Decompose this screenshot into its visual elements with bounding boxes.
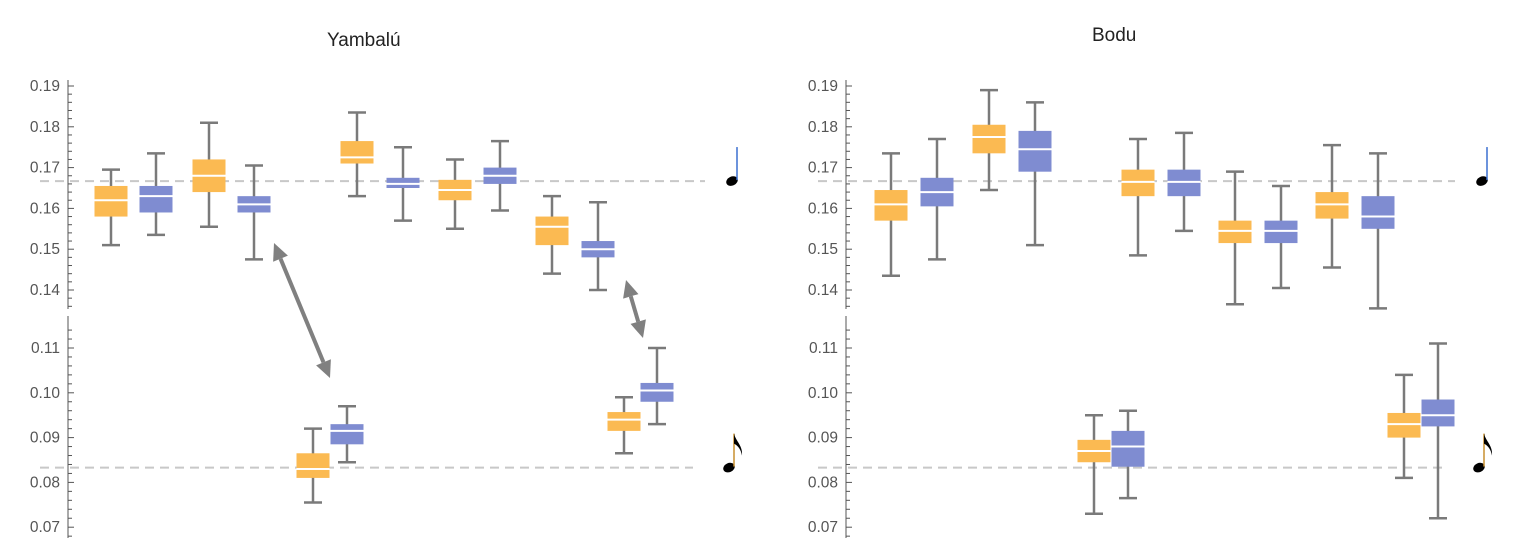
double-arrow-annotation [623, 280, 646, 338]
y-tick-label: 0.16 [808, 200, 838, 217]
y-tick-label: 0.15 [30, 241, 60, 258]
box-orange [1315, 143, 1349, 269]
box-orange [535, 194, 569, 275]
box-iqr [1421, 399, 1455, 427]
box-blue [139, 152, 173, 237]
y-tick-label: 0.17 [30, 160, 60, 177]
y-tick-label: 0.07 [30, 519, 60, 536]
box-iqr [640, 382, 674, 402]
box-orange [1077, 413, 1111, 516]
box-orange [1218, 170, 1252, 306]
arrow-head [630, 319, 646, 338]
y-tick-label: 0.08 [30, 474, 60, 491]
box-iqr [1018, 130, 1052, 172]
box-iqr [340, 141, 374, 164]
box-iqr [386, 177, 420, 188]
box-iqr [1167, 169, 1201, 197]
y-tick-label: 0.17 [808, 160, 838, 177]
box-blue [640, 346, 674, 426]
box-blue [330, 404, 364, 464]
y-tick-label: 0.14 [808, 282, 839, 299]
box-iqr [1315, 192, 1349, 219]
box-iqr [1218, 220, 1252, 244]
box-blue [1421, 342, 1455, 520]
box-blue [1111, 409, 1145, 500]
chart-title-right: Bodu [1092, 25, 1137, 46]
box-orange [438, 158, 472, 231]
box-iqr [607, 412, 641, 431]
eighth-note-icon [723, 433, 743, 473]
box-blue [483, 139, 517, 212]
box-iqr [330, 424, 364, 445]
y-tick-label: 0.09 [808, 430, 838, 447]
box-iqr [1111, 430, 1145, 467]
box-blue [386, 145, 420, 222]
box-orange [874, 152, 908, 277]
double-arrow-annotation [273, 243, 331, 378]
box-iqr [94, 185, 128, 217]
box-orange [296, 427, 330, 504]
y-tick-label: 0.07 [808, 519, 838, 536]
y-tick-label: 0.18 [808, 119, 838, 136]
box-iqr [1121, 169, 1155, 197]
quarter-note-icon [1476, 147, 1488, 186]
box-iqr [972, 124, 1006, 154]
y-tick-label: 0.18 [30, 119, 60, 136]
box-orange [340, 111, 374, 198]
box-iqr [1387, 412, 1421, 438]
note-head [1473, 462, 1485, 473]
box-orange [607, 396, 641, 455]
arrow-head [273, 243, 288, 262]
note-flag [1484, 433, 1493, 456]
note-head [723, 462, 735, 473]
box-orange [94, 168, 128, 247]
box-orange [972, 88, 1006, 192]
quarter-note-icon [726, 147, 738, 186]
box-blue [1018, 101, 1052, 247]
y-tick-label: 0.19 [808, 78, 838, 95]
arrow-head [623, 280, 639, 299]
box-iqr [1264, 220, 1298, 244]
y-tick-label: 0.11 [31, 340, 60, 357]
chart-title-left: Yambalú [327, 30, 401, 51]
box-iqr [1361, 196, 1395, 229]
box-blue [1264, 184, 1298, 290]
y-tick-label: 0.15 [808, 241, 838, 258]
y-tick-label: 0.10 [30, 385, 61, 402]
y-tick-label: 0.19 [30, 78, 60, 95]
box-blue [581, 201, 615, 292]
y-tick-label: 0.10 [808, 385, 839, 402]
arrow-shaft [628, 295, 641, 323]
y-tick-label: 0.11 [809, 340, 838, 357]
box-blue [237, 164, 271, 261]
box-iqr [296, 453, 330, 478]
box-orange [1387, 373, 1421, 480]
box-iqr [535, 216, 569, 246]
box-iqr [139, 185, 173, 213]
eighth-note-icon [1473, 433, 1493, 473]
box-blue [1167, 131, 1201, 233]
arrow-shaft [278, 257, 326, 364]
y-tick-label: 0.14 [30, 282, 61, 299]
arrow-head [316, 359, 331, 378]
note-head [726, 176, 738, 186]
box-blue [920, 137, 954, 261]
y-tick-label: 0.16 [30, 200, 60, 217]
y-tick-label: 0.09 [30, 430, 60, 447]
note-head [1476, 176, 1488, 186]
box-orange [1121, 137, 1155, 257]
box-blue [1361, 152, 1395, 310]
box-iqr [874, 190, 908, 221]
note-flag [734, 433, 743, 456]
y-tick-label: 0.08 [808, 474, 838, 491]
box-orange [192, 121, 226, 229]
